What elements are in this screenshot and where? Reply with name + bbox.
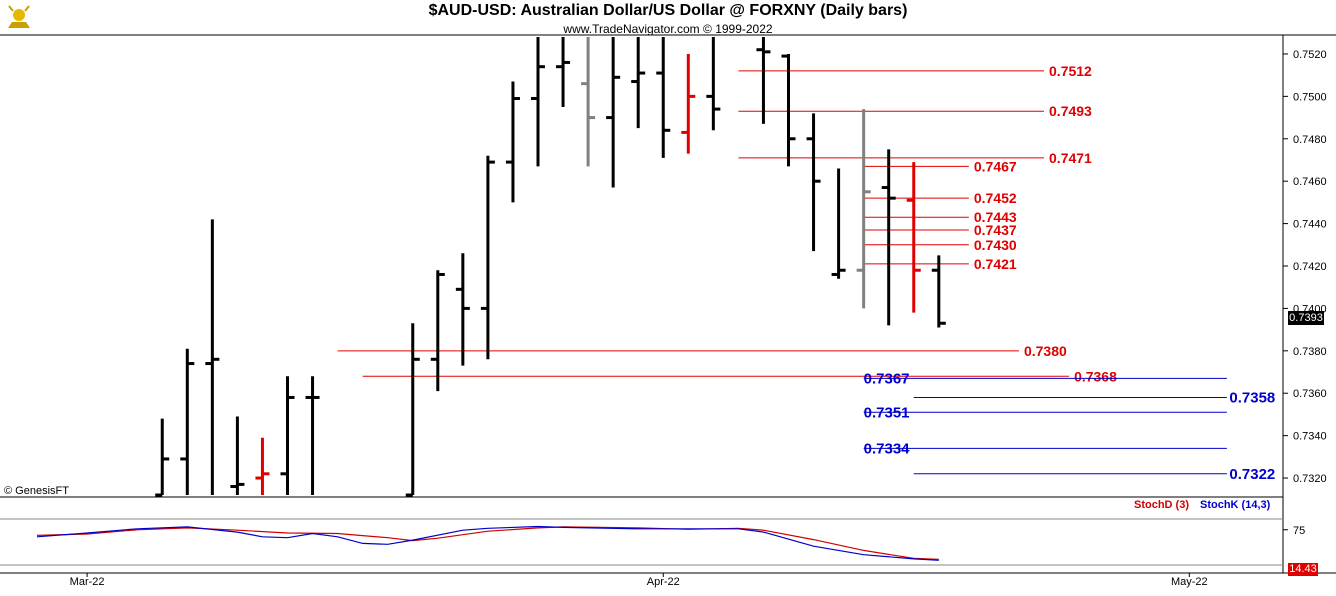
x-tick-label: May-22 — [1171, 576, 1208, 588]
y-tick-label: 0.7420 — [1293, 261, 1327, 273]
y-tick-label: 0.7500 — [1293, 91, 1327, 103]
level-label: 0.7380 — [1024, 343, 1067, 359]
price-levels: 0.75120.74930.74710.74670.74520.74430.74… — [337, 63, 1275, 483]
last-price-badge: 0.7393 — [1288, 311, 1324, 325]
level-label: 0.7430 — [974, 237, 1017, 253]
y-tick-label: 0.7360 — [1293, 388, 1327, 400]
level-label: 0.7493 — [1049, 103, 1092, 119]
credit-label: © GenesisFT — [4, 485, 69, 497]
level-label: 0.7368 — [1074, 368, 1117, 384]
level-label: 0.7367 — [864, 370, 910, 387]
legend-stoch-k: StochK (14,3) — [1200, 499, 1271, 511]
y-tick-label: 0.7460 — [1293, 176, 1327, 188]
legend-stoch-d: StochD (3) — [1134, 499, 1189, 511]
level-label: 0.7351 — [864, 404, 910, 421]
chart-borders — [0, 34, 1336, 574]
level-label: 0.7471 — [1049, 150, 1092, 166]
y-tick-label: 0.7320 — [1293, 473, 1327, 485]
level-label: 0.7443 — [974, 209, 1017, 225]
stoch-last-value-badge: 14.43 — [1288, 563, 1318, 576]
y-tick-label: 0.7340 — [1293, 431, 1327, 443]
x-tick-label: Mar-22 — [70, 576, 105, 588]
level-label: 0.7421 — [974, 256, 1017, 272]
level-label: 0.7358 — [1229, 389, 1275, 406]
chart-title: $AUD-USD: Australian Dollar/US Dollar @ … — [428, 2, 908, 19]
y-tick-label: 0.7380 — [1293, 346, 1327, 358]
y-tick-label: 0.7440 — [1293, 219, 1327, 231]
level-label: 0.7437 — [974, 222, 1017, 238]
y-tick-label: 0.7480 — [1293, 134, 1327, 146]
chart-subtitle: www.TradeNavigator.com © 1999-2022 — [563, 22, 773, 36]
y-tick-label: 0.7520 — [1293, 49, 1327, 61]
price-axis: 0.75200.75000.74800.74600.74400.74200.74… — [1283, 49, 1327, 537]
level-label: 0.7452 — [974, 190, 1017, 206]
level-label: 0.7512 — [1049, 63, 1092, 79]
bull-logo-icon — [4, 2, 34, 37]
stoch-line — [36, 525, 939, 561]
x-tick-label: Apr-22 — [647, 576, 680, 588]
level-label: 0.7322 — [1229, 466, 1275, 483]
date-axis: Mar-22 Apr-22 May-22 — [70, 573, 1208, 588]
stochastic-panel — [36, 525, 939, 561]
ohlc-bars — [155, 37, 946, 497]
level-label: 0.7467 — [974, 158, 1017, 174]
stoch-tick-label: 75 — [1293, 525, 1305, 537]
level-label: 0.7334 — [864, 440, 911, 457]
